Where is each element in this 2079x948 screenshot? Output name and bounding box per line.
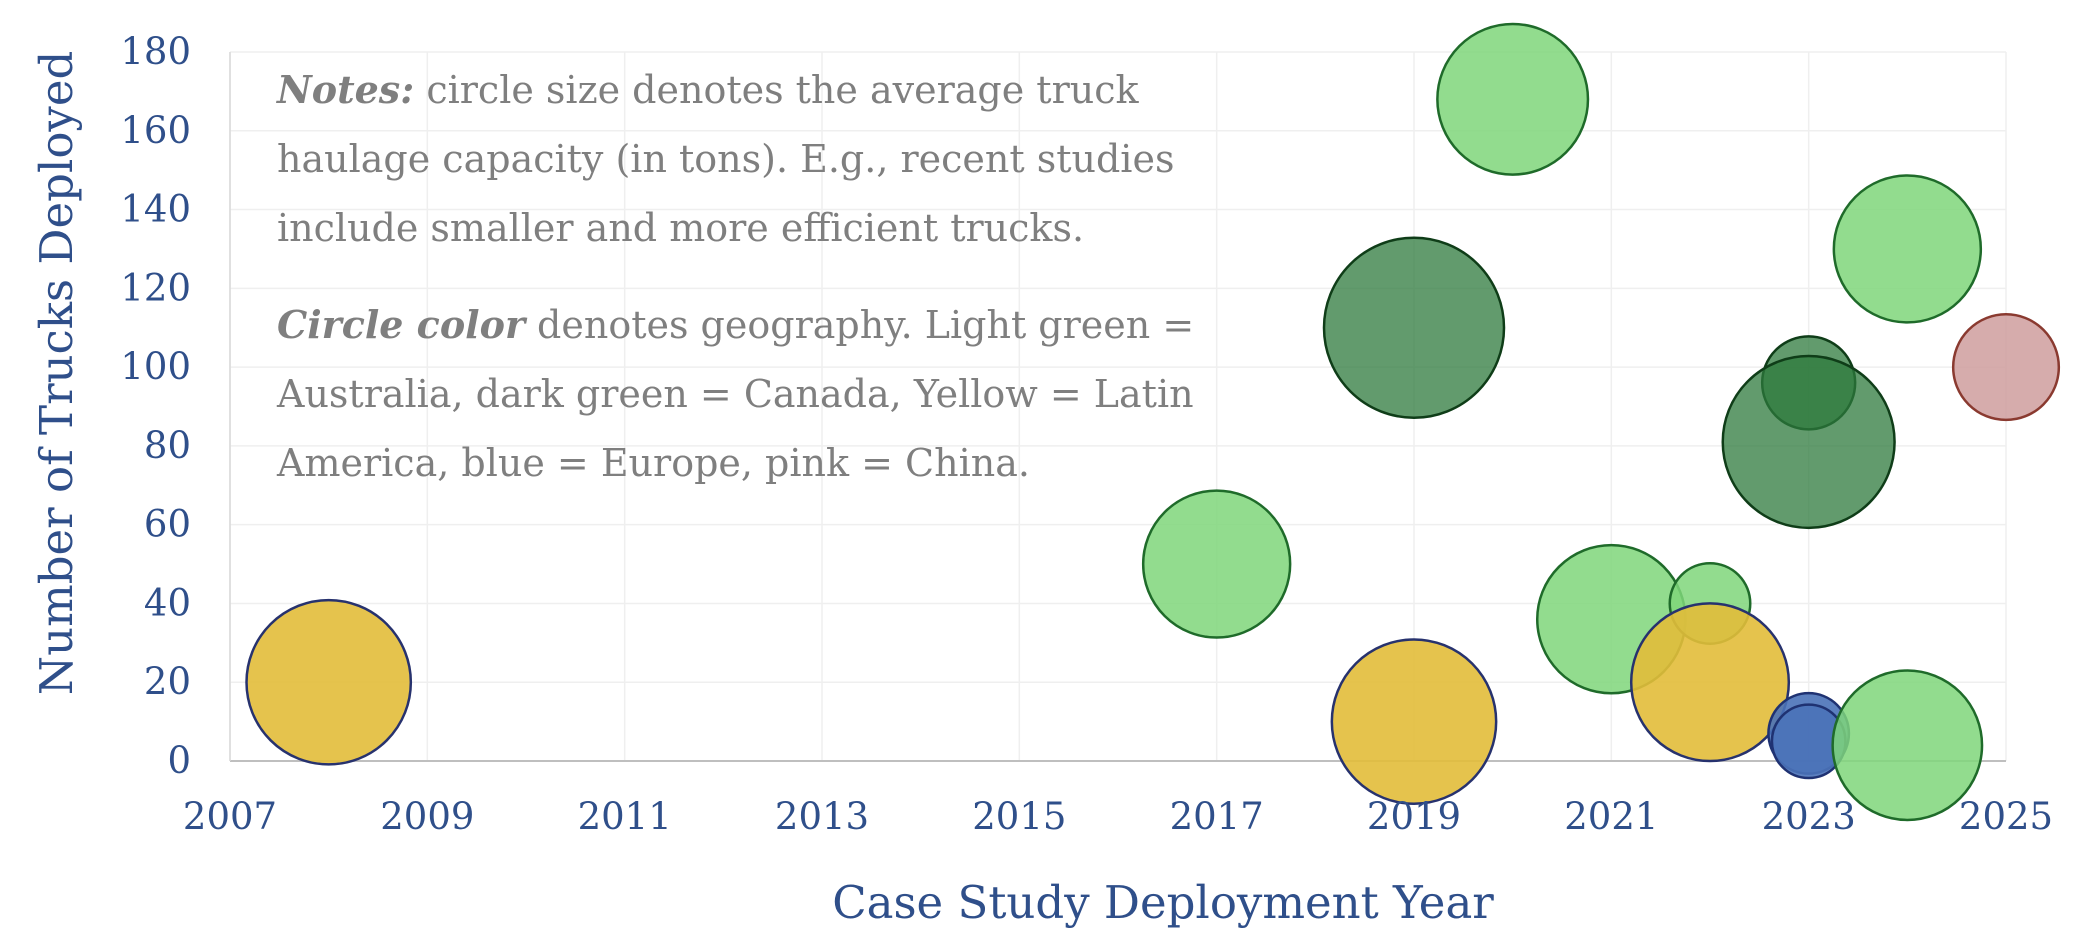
x-tick-label: 2015 [972,795,1066,838]
x-tick-label: 2009 [380,795,474,838]
notes-label: Notes: [277,67,415,112]
bubble-australia [1436,22,1590,176]
x-tick-label: 2019 [1367,795,1461,838]
x-tick-label: 2017 [1170,795,1264,838]
y-tick-label: 80 [144,424,191,467]
x-tick-label: 2007 [183,795,277,838]
color-label: Circle color [277,302,525,347]
bubble-australia [1832,174,1983,324]
y-tick-label: 180 [120,30,191,73]
y-tick-label: 60 [144,503,191,546]
notes-annotation: Notes: circle size denotes the average t… [277,55,1277,263]
x-tick-label: 2011 [578,795,672,838]
x-tick-label: 2025 [1959,795,2053,838]
bubble-canada [1721,354,1896,530]
tick-labels: 2007 2009 2011 2013 2015 2017 2019 2021 2023 2025… [120,30,2053,838]
color-annotation: Circle color denotes geography. Light gr… [277,290,1277,498]
bubble-latin-america [1330,638,1498,806]
color-text: denotes geography. Light green = Austral… [277,303,1195,485]
y-tick-label: 0 [167,739,191,782]
bubble-latin-america [1629,602,1791,763]
bubble-latin-america [245,598,413,766]
bubble-australia [1141,489,1292,639]
y-tick-label: 120 [120,266,191,309]
y-tick-label: 100 [120,345,191,388]
bubble-australia [1831,669,1984,822]
y-tick-label: 20 [144,660,191,703]
x-axis-title: Case Study Deployment Year [832,876,1494,929]
x-tick-label: 2021 [1564,795,1658,838]
x-tick-label: 2013 [775,795,869,838]
y-tick-label: 40 [144,581,191,624]
bubble-china [1951,313,2061,422]
bubbles [245,22,2061,822]
y-tick-label: 140 [120,188,191,231]
y-axis-title: Number of Trucks Deployed [30,51,83,696]
notes-text: circle size denotes the average truck ha… [277,68,1175,250]
y-tick-label: 160 [120,109,191,152]
bubble-canada [1322,236,1506,419]
x-tick-label: 2023 [1762,795,1856,838]
